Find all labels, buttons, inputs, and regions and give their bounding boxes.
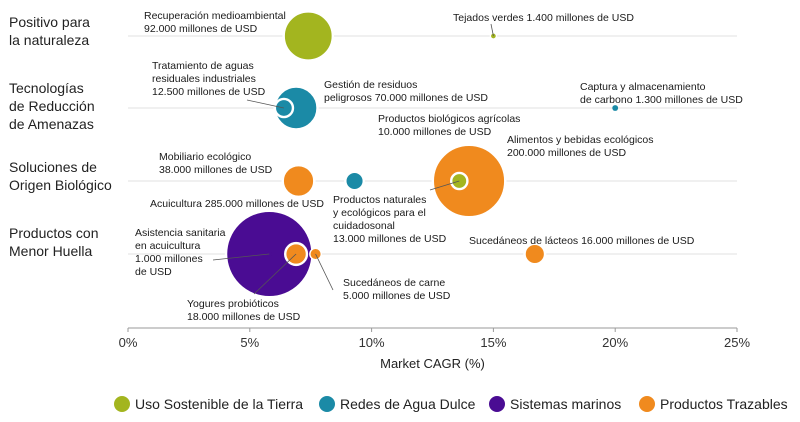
data-label-line: Acuicultura 285.000 millones de USD <box>150 198 324 210</box>
row-label-threat-line: de Amenazas <box>9 116 94 132</box>
row-label-nature-line: Positivo para <box>9 14 90 30</box>
data-label-line: Asistencia sanitaria <box>135 227 226 239</box>
leader-line <box>253 253 297 295</box>
data-label-line: Productos biológicos agrícolas <box>378 113 520 125</box>
data-label: Captura y almacenamiento de carbono 1.300… <box>580 81 743 106</box>
data-label: Sucedáneos de carne 5.000 millones de USD <box>343 277 451 302</box>
data-label: Mobiliario ecológico 38.000 millones de U… <box>159 151 273 176</box>
data-label-line: cuidadosonal <box>333 220 395 232</box>
bubble-point <box>612 105 619 111</box>
data-label-line: Tratamiento de aguas <box>152 60 254 72</box>
data-label-line: de carbono 1.300 millones de USD <box>580 94 743 106</box>
bubble-point <box>523 242 547 266</box>
data-label-line: 18.000 millones de USD <box>187 311 301 323</box>
legend-swatch <box>319 396 335 412</box>
x-tick-label: 20% <box>602 335 628 350</box>
data-label-line: Recuperación medioambiental <box>144 10 286 22</box>
data-label-line: peligrosos 70.000 millones de USD <box>324 92 488 104</box>
leader-line <box>315 253 334 291</box>
data-label: Productos naturales y ecológicos para el c… <box>333 194 447 245</box>
x-tick-label: 0% <box>119 335 138 350</box>
data-label-line: Yogures probióticos <box>187 298 279 310</box>
x-tick-label: 10% <box>359 335 385 350</box>
data-label-line: Tejados verdes 1.400 millones de USD <box>453 12 634 24</box>
data-label-line: 200.000 millones de USD <box>507 147 626 159</box>
data-label-line: 13.000 millones de USD <box>333 233 447 245</box>
row-label-threat: Tecnologías de Reducción de Amenazas <box>9 80 95 132</box>
legend-item-land: Uso Sostenible de la Tierra <box>114 396 303 412</box>
data-label-line: 1.000 millones <box>135 253 203 265</box>
leader-lines <box>212 23 494 295</box>
row-label-footprint: Productos con Menor Huella <box>9 225 99 259</box>
legend-label: Sistemas marinos <box>510 396 621 412</box>
data-label: Tejados verdes 1.400 millones de USD <box>453 12 634 24</box>
legend-item-trace: Productos Trazables <box>639 396 788 412</box>
data-label-line: Alimentos y bebidas ecológicos <box>507 134 654 146</box>
row-label-footprint-line: Menor Huella <box>9 243 92 259</box>
data-label-line: Sucedáneos de lácteos 16.000 millones de… <box>469 235 695 247</box>
leader-line <box>490 23 494 37</box>
row-label-bio: Soluciones de Origen Biológico <box>9 159 112 193</box>
legend-swatch <box>639 396 655 412</box>
legend: Uso Sostenible de la Tierra Redes de Agua… <box>114 396 788 412</box>
data-label: Yogures probióticos 18.000 millones de US… <box>187 298 301 323</box>
bubble-point <box>266 251 272 257</box>
bubble-point <box>489 32 498 40</box>
row-label-threat-line: de Reducción <box>9 98 95 114</box>
row-label-footprint-line: Productos con <box>9 225 99 241</box>
leader-line <box>429 180 460 191</box>
row-label-bio-line: Origen Biológico <box>9 177 112 193</box>
bubble-point <box>344 170 365 192</box>
legend-swatch <box>114 396 130 412</box>
data-label-line: Gestión de residuos <box>324 79 417 91</box>
x-tick-label: 25% <box>724 335 750 350</box>
data-label: Sucedáneos de lácteos 16.000 millones de… <box>469 235 695 247</box>
row-label-bio-line: Soluciones de <box>9 159 97 175</box>
bubble-point <box>431 143 507 219</box>
legend-label: Redes de Agua Dulce <box>340 396 476 412</box>
data-label-line: 10.000 millones de USD <box>378 126 492 138</box>
x-tick-label: 15% <box>480 335 506 350</box>
data-label-line: de USD <box>135 266 172 278</box>
leader-line <box>212 253 270 261</box>
bubble-point <box>281 164 316 198</box>
data-label: Productos biológicos agrícolas 10.000 mil… <box>378 113 520 138</box>
data-label-line: Sucedáneos de carne <box>343 277 445 289</box>
x-axis-title: Market CAGR (%) <box>380 356 485 371</box>
row-label-nature: Positivo para la naturaleza <box>9 14 90 48</box>
x-tick-label: 5% <box>240 335 259 350</box>
data-label-line: 12.500 millones de USD <box>152 86 266 98</box>
legend-swatch <box>489 396 505 412</box>
data-label-line: Mobiliario ecológico <box>159 151 251 163</box>
data-label-line: 5.000 millones de USD <box>343 290 451 302</box>
data-label-line: Captura y almacenamiento <box>580 81 706 93</box>
data-labels: Recuperación medioambiental 92.000 millon… <box>135 10 743 323</box>
data-label-line: 38.000 millones de USD <box>159 164 273 176</box>
legend-item-water: Redes de Agua Dulce <box>319 396 476 412</box>
data-label-line: residuales industriales <box>152 73 256 85</box>
data-label-line: 92.000 millones de USD <box>144 23 258 35</box>
data-label: Asistencia sanitaria en acuicultura 1.000 … <box>135 227 226 278</box>
data-label: Tratamiento de aguas residuales industria… <box>152 60 266 98</box>
legend-label: Productos Trazables <box>660 396 788 412</box>
legend-item-marine: Sistemas marinos <box>489 396 621 412</box>
category-labels: Positivo para la naturaleza Tecnologías de … <box>9 14 112 259</box>
data-label-line: Productos naturales <box>333 194 426 206</box>
row-label-nature-line: la naturaleza <box>9 32 89 48</box>
data-label-line: y ecológicos para el <box>333 207 426 219</box>
data-label: Recuperación medioambiental 92.000 millon… <box>144 10 286 35</box>
data-label: Acuicultura 285.000 millones de USD <box>150 198 324 210</box>
bubble-point <box>282 10 335 62</box>
x-axis: 0% 5% 10% 15% 20% 25% Market CAGR (%) <box>119 327 750 371</box>
data-label: Alimentos y bebidas ecológicos 200.000 mi… <box>507 134 654 159</box>
data-label: Gestión de residuos peligrosos 70.000 mil… <box>324 79 488 104</box>
leader-line <box>246 99 284 109</box>
row-label-threat-line: Tecnologías <box>9 80 84 96</box>
data-label-line: en acuicultura <box>135 240 201 252</box>
legend-label: Uso Sostenible de la Tierra <box>135 396 303 412</box>
